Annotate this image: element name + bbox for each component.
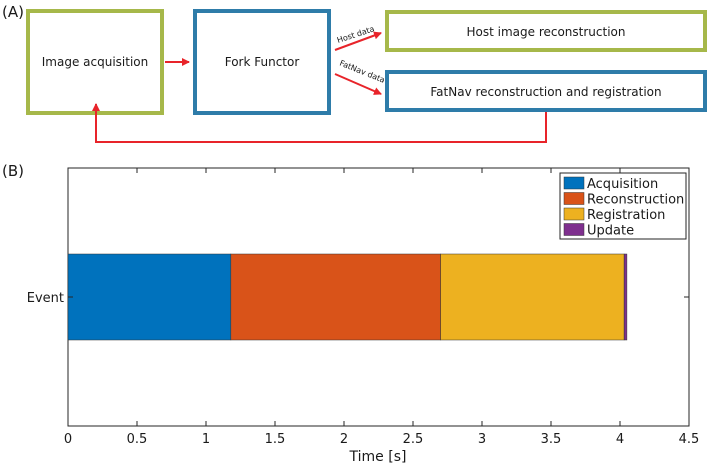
x-tick-label: 0.5	[127, 432, 148, 447]
fatnav-reconstruction-label: FatNav reconstruction and registration	[430, 85, 661, 99]
legend-label-registration: Registration	[587, 208, 665, 223]
legend-swatch-acquisition	[563, 176, 585, 190]
host-data-arrow	[334, 31, 382, 51]
y-ticks-group: Event	[27, 291, 689, 306]
bars-group	[67, 253, 628, 341]
bar-update	[623, 253, 628, 341]
fatnav-reconstruction-box	[385, 70, 707, 112]
host-image-reconstruction-box	[385, 10, 707, 52]
panel-a: (A) Image acquisition Fork Functor Host …	[2, 3, 707, 143]
fork-functor-box	[193, 9, 331, 115]
x-tick-label: 4	[616, 432, 624, 447]
legend: AcquisitionReconstructionRegistrationUpd…	[559, 172, 687, 240]
x-tick-label: 2	[340, 432, 348, 447]
bar-reconstruction	[230, 253, 441, 341]
bar-registration	[440, 253, 625, 341]
x-tick-label: 3.5	[541, 432, 562, 447]
bar-acquisition	[67, 253, 232, 341]
x-tick-label: 4.5	[679, 432, 700, 447]
x-tick-label: 0	[64, 432, 72, 447]
y-category-label: Event	[27, 291, 64, 306]
host-image-reconstruction-label: Host image reconstruction	[466, 25, 625, 39]
panel-b: (B) 0 0.5 1 1.5 2 2.5 3 3.5 4 4.5 Event Time [s] …	[2, 162, 699, 465]
x-ticks-group: 0 0.5 1 1.5 2 2.5 3 3.5 4 4.5	[64, 168, 699, 447]
legend-label-acquisition: Acquisition	[587, 177, 658, 192]
x-tick-label: 3	[478, 432, 486, 447]
fatnav-data-label: FatNav data	[338, 59, 386, 85]
legend-swatch-registration	[563, 207, 585, 221]
fork-functor-label: Fork Functor	[225, 55, 300, 69]
legend-label-reconstruction: Reconstruction	[587, 193, 684, 208]
x-tick-label: 2.5	[403, 432, 424, 447]
panel-a-label: (A)	[2, 3, 24, 21]
x-tick-label: 1.5	[265, 432, 286, 447]
legend-swatch-update	[563, 223, 585, 236]
fatnav-data-arrow	[334, 73, 382, 95]
x-axis-title: Time [s]	[349, 449, 407, 465]
legend-swatch-reconstruction	[563, 192, 585, 205]
panel-b-label: (B)	[2, 162, 24, 180]
legend-label-update: Update	[587, 224, 634, 239]
x-tick-label: 1	[202, 432, 210, 447]
feedback-arrow	[92, 103, 547, 143]
image-acquisition-label: Image acquisition	[42, 55, 148, 69]
